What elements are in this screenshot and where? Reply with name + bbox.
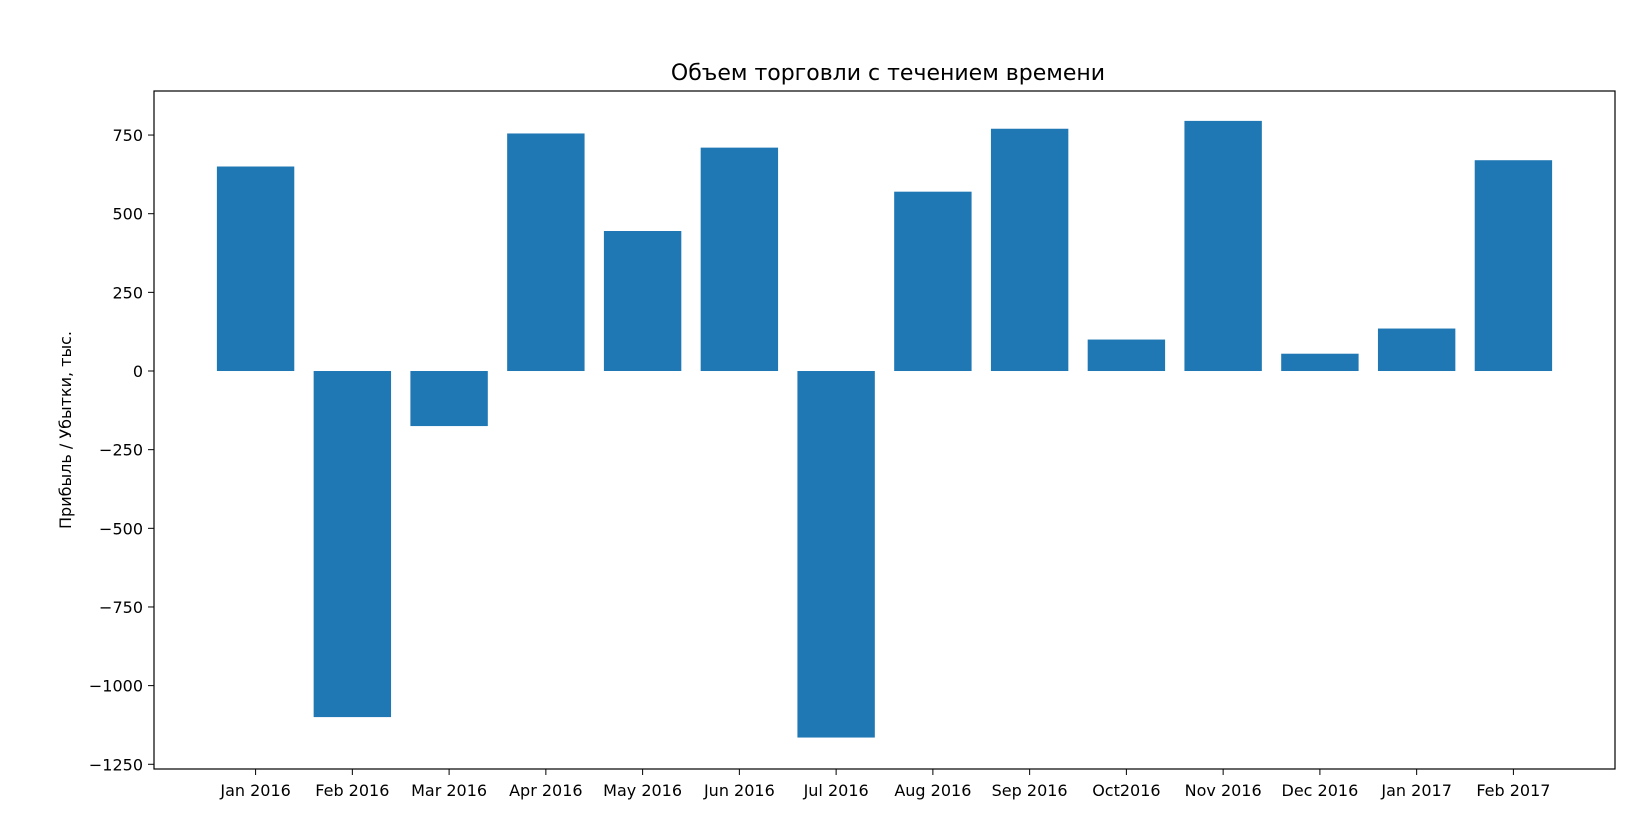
x-tick-label: Mar 2016 xyxy=(411,781,487,800)
bar xyxy=(894,191,972,372)
x-tick-label: Feb 2016 xyxy=(315,781,389,800)
bar xyxy=(1474,160,1553,372)
y-axis: 750 500 250 0 −250 −500 −750 −1000 −1250 xyxy=(89,126,154,774)
bar xyxy=(990,128,1069,372)
y-tick-label: 750 xyxy=(112,126,143,145)
x-tick-label: Jan 2017 xyxy=(1380,781,1451,800)
x-tick-label: Oct2016 xyxy=(1092,781,1160,800)
x-tick-label: Nov 2016 xyxy=(1185,781,1262,800)
y-tick-label: −1000 xyxy=(89,677,143,696)
y-tick-label: 0 xyxy=(133,362,143,381)
bar xyxy=(1184,120,1262,372)
x-tick-label: Apr 2016 xyxy=(509,781,582,800)
bar xyxy=(1087,339,1166,372)
bar xyxy=(216,166,295,372)
bar xyxy=(507,133,585,372)
x-tick-label: Dec 2016 xyxy=(1282,781,1359,800)
bar xyxy=(603,231,682,371)
chart-title: Объем торговли с течением времени xyxy=(671,61,1105,86)
x-tick-label: Jun 2016 xyxy=(703,781,775,800)
x-axis: Jan 2016 Feb 2016 Mar 2016 Apr 2016 May 2016… xyxy=(219,769,1550,800)
y-axis-label: Прибыль / Убытки, тыс. xyxy=(56,331,75,529)
x-tick-label: Jan 2016 xyxy=(219,781,290,800)
y-tick-label: −1250 xyxy=(89,755,143,774)
y-tick-label: −750 xyxy=(99,598,143,617)
y-tick-label: −500 xyxy=(99,519,143,538)
plot-frame xyxy=(153,90,1616,770)
bar xyxy=(1377,328,1456,372)
bar xyxy=(700,147,779,372)
y-tick-label: 500 xyxy=(112,205,143,224)
bar xyxy=(313,371,392,718)
y-tick-label: −250 xyxy=(99,441,143,460)
x-tick-label: Aug 2016 xyxy=(894,781,971,800)
x-tick-label: Jul 2016 xyxy=(803,781,869,800)
bar xyxy=(410,371,488,427)
bars-layer xyxy=(216,120,1553,738)
y-tick-label: 250 xyxy=(112,283,143,302)
bar xyxy=(1281,353,1359,372)
bar xyxy=(797,371,875,738)
x-tick-label: Feb 2017 xyxy=(1476,781,1550,800)
x-tick-label: Sep 2016 xyxy=(992,781,1068,800)
x-tick-label: May 2016 xyxy=(603,781,682,800)
